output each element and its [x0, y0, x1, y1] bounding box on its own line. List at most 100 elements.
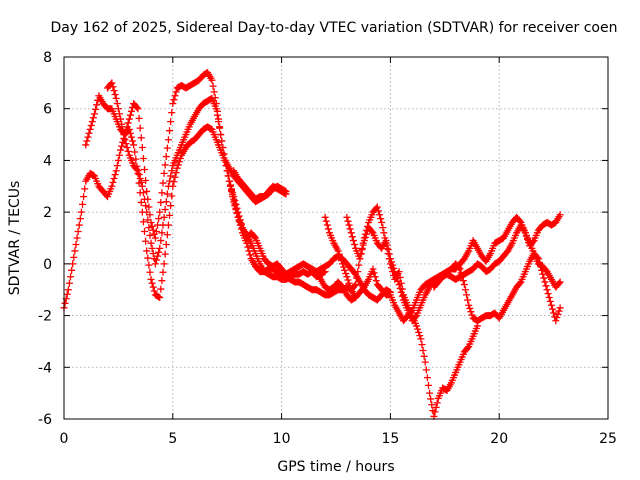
- data-point: [337, 257, 345, 265]
- data-point: [349, 237, 357, 245]
- x-tick-label: 25: [599, 431, 617, 447]
- data-point: [218, 137, 226, 145]
- data-point: [541, 278, 549, 286]
- data-point: [228, 185, 236, 193]
- data-point: [148, 279, 156, 287]
- data-point: [64, 286, 72, 294]
- data-point: [468, 311, 476, 319]
- data-point: [334, 247, 342, 255]
- data-point: [155, 215, 163, 223]
- data-point: [159, 221, 167, 229]
- data-point: [65, 279, 73, 287]
- data-point: [342, 270, 350, 278]
- data-point: [220, 150, 228, 158]
- data-point: [139, 154, 147, 162]
- data-point: [149, 283, 157, 291]
- data-point: [132, 155, 140, 163]
- data-point: [282, 187, 290, 195]
- gridlines: [64, 57, 608, 419]
- data-point: [63, 290, 71, 298]
- data-point: [420, 352, 428, 360]
- data-point: [81, 185, 89, 193]
- data-point: [350, 282, 358, 290]
- data-point: [168, 192, 176, 200]
- data-point: [163, 231, 171, 239]
- data-point: [373, 203, 381, 211]
- data-point: [83, 137, 91, 145]
- data-point: [142, 176, 150, 184]
- data-point: [380, 229, 388, 237]
- data-point: [148, 244, 156, 252]
- data-point: [118, 142, 126, 150]
- data-point: [125, 115, 133, 123]
- data-point: [136, 175, 144, 183]
- data-point: [133, 165, 141, 173]
- y-tick-label: 0: [43, 257, 52, 273]
- data-point: [141, 195, 149, 203]
- data-point: [358, 246, 366, 254]
- data-point: [141, 228, 149, 236]
- x-tick-label: 10: [273, 431, 291, 447]
- data-point: [168, 167, 176, 175]
- data-point: [374, 207, 382, 215]
- data-point: [61, 299, 69, 307]
- data-point: [413, 322, 421, 330]
- data-point: [466, 304, 474, 312]
- y-tick-label: 4: [43, 153, 52, 169]
- data-point: [111, 171, 119, 179]
- y-tick-label: -2: [38, 309, 52, 325]
- data-point: [231, 197, 239, 205]
- data-point: [156, 208, 164, 216]
- data-point: [223, 167, 231, 175]
- data-point: [152, 256, 160, 264]
- data-point: [161, 161, 169, 169]
- data-point: [151, 260, 159, 268]
- plot-frame: [63, 56, 609, 420]
- series-5: [230, 167, 290, 203]
- data-point: [109, 178, 117, 186]
- data-point: [244, 243, 252, 251]
- data-series: [60, 69, 564, 420]
- data-point: [123, 144, 131, 151]
- data-point: [156, 244, 164, 252]
- data-point: [356, 255, 364, 263]
- y-tick-label: 6: [43, 102, 52, 118]
- data-point: [344, 276, 352, 284]
- data-point: [115, 110, 123, 118]
- series-9: [430, 221, 564, 291]
- data-point: [150, 287, 158, 295]
- data-point: [553, 314, 561, 322]
- data-point: [343, 213, 351, 221]
- data-point: [421, 358, 429, 366]
- data-point: [160, 169, 168, 177]
- data-point: [138, 182, 146, 190]
- data-point: [138, 144, 146, 151]
- data-point: [336, 253, 344, 261]
- data-point: [344, 217, 352, 225]
- data-point: [144, 216, 152, 224]
- data-point: [75, 221, 83, 229]
- data-point: [322, 217, 330, 225]
- data-point: [341, 266, 349, 274]
- data-point: [157, 285, 165, 293]
- data-point: [77, 208, 85, 216]
- series-1: [60, 123, 290, 312]
- data-point: [167, 202, 175, 210]
- x-tick-label: 5: [168, 431, 177, 447]
- data-point: [123, 123, 131, 131]
- data-point: [152, 228, 160, 236]
- data-point: [464, 296, 472, 304]
- data-point: [173, 164, 181, 172]
- data-point: [542, 282, 550, 290]
- data-point: [148, 222, 156, 230]
- data-point: [212, 105, 220, 113]
- data-point: [216, 124, 224, 132]
- data-point: [111, 90, 119, 98]
- data-point: [147, 239, 155, 247]
- data-point: [82, 141, 90, 149]
- data-point: [145, 261, 153, 269]
- data-point: [161, 206, 169, 214]
- data-point: [118, 120, 126, 128]
- data-point: [384, 246, 392, 254]
- data-point: [139, 218, 147, 226]
